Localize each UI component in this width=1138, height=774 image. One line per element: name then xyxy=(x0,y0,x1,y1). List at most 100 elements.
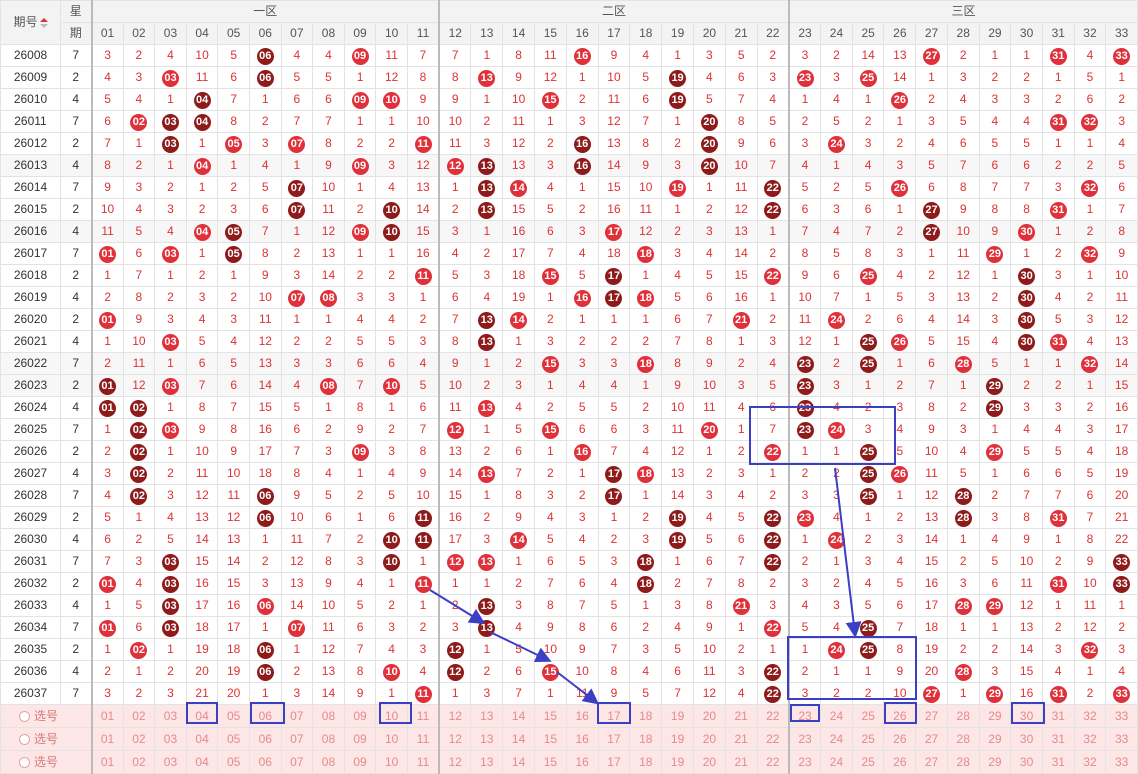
pick-number-04[interactable]: 04 xyxy=(185,750,219,774)
pick-number-06[interactable]: 06 xyxy=(248,704,282,728)
pick-number-31[interactable]: 31 xyxy=(1041,750,1075,774)
pick-number-12[interactable]: 12 xyxy=(438,704,472,728)
pick-number-17[interactable]: 17 xyxy=(597,704,631,728)
pick-number-17[interactable]: 17 xyxy=(597,727,631,751)
pick-number-07[interactable]: 07 xyxy=(280,704,314,728)
pick-number-29[interactable]: 29 xyxy=(978,704,1012,728)
pick-number-01[interactable]: 01 xyxy=(90,727,124,751)
pick-number-15[interactable]: 15 xyxy=(533,750,567,774)
pick-number-10[interactable]: 10 xyxy=(375,750,408,774)
pick-number-31[interactable]: 31 xyxy=(1041,704,1075,728)
pick-row-label[interactable]: 选号 xyxy=(0,750,92,774)
pick-number-19[interactable]: 19 xyxy=(661,750,694,774)
pick-row-label[interactable]: 选号 xyxy=(0,704,92,728)
pick-number-14[interactable]: 14 xyxy=(502,750,535,774)
pick-number-22[interactable]: 22 xyxy=(756,704,790,728)
pick-number-12[interactable]: 12 xyxy=(438,750,472,774)
pick-number-13[interactable]: 13 xyxy=(470,704,504,728)
pick-number-09[interactable]: 09 xyxy=(343,750,377,774)
pick-number-20[interactable]: 20 xyxy=(692,727,726,751)
pick-number-27[interactable]: 27 xyxy=(915,704,948,728)
pick-number-22[interactable]: 22 xyxy=(756,727,790,751)
pick-number-13[interactable]: 13 xyxy=(470,750,504,774)
pick-number-02[interactable]: 02 xyxy=(122,750,156,774)
pick-number-28[interactable]: 28 xyxy=(946,750,980,774)
pick-number-08[interactable]: 08 xyxy=(312,704,345,728)
pick-number-08[interactable]: 08 xyxy=(312,750,345,774)
radio-icon[interactable] xyxy=(19,756,30,768)
pick-number-30[interactable]: 30 xyxy=(1010,727,1043,751)
pick-number-13[interactable]: 13 xyxy=(470,727,504,751)
sort-icon[interactable] xyxy=(39,17,48,28)
pick-number-18[interactable]: 18 xyxy=(629,704,663,728)
pick-number-28[interactable]: 28 xyxy=(946,727,980,751)
pick-number-11[interactable]: 11 xyxy=(406,750,440,774)
pick-number-16[interactable]: 16 xyxy=(565,750,599,774)
pick-number-05[interactable]: 05 xyxy=(217,727,250,751)
pick-number-10[interactable]: 10 xyxy=(375,727,408,751)
pick-number-18[interactable]: 18 xyxy=(629,727,663,751)
pick-number-21[interactable]: 21 xyxy=(724,727,758,751)
pick-number-10[interactable]: 10 xyxy=(375,704,408,728)
pick-number-32[interactable]: 32 xyxy=(1073,704,1107,728)
pick-number-30[interactable]: 30 xyxy=(1010,704,1043,728)
pick-number-29[interactable]: 29 xyxy=(978,727,1012,751)
radio-icon[interactable] xyxy=(19,710,30,722)
pick-number-03[interactable]: 03 xyxy=(154,750,187,774)
pick-number-30[interactable]: 30 xyxy=(1010,750,1043,774)
pick-number-17[interactable]: 17 xyxy=(597,750,631,774)
pick-number-26[interactable]: 26 xyxy=(883,750,917,774)
pick-number-06[interactable]: 06 xyxy=(248,727,282,751)
pick-number-11[interactable]: 11 xyxy=(406,727,440,751)
pick-number-24[interactable]: 24 xyxy=(820,704,853,728)
pick-number-05[interactable]: 05 xyxy=(217,704,250,728)
pick-number-16[interactable]: 16 xyxy=(565,704,599,728)
pick-number-23[interactable]: 23 xyxy=(787,704,822,728)
pick-number-14[interactable]: 14 xyxy=(502,727,535,751)
pick-number-28[interactable]: 28 xyxy=(946,704,980,728)
pick-number-01[interactable]: 01 xyxy=(90,704,124,728)
pick-number-18[interactable]: 18 xyxy=(629,750,663,774)
pick-number-25[interactable]: 25 xyxy=(851,704,885,728)
pick-number-09[interactable]: 09 xyxy=(343,727,377,751)
pick-number-02[interactable]: 02 xyxy=(122,727,156,751)
pick-number-24[interactable]: 24 xyxy=(820,750,853,774)
pick-number-21[interactable]: 21 xyxy=(724,704,758,728)
pick-number-25[interactable]: 25 xyxy=(851,727,885,751)
pick-number-16[interactable]: 16 xyxy=(565,727,599,751)
pick-number-07[interactable]: 07 xyxy=(280,727,314,751)
pick-number-19[interactable]: 19 xyxy=(661,727,694,751)
pick-number-29[interactable]: 29 xyxy=(978,750,1012,774)
pick-number-32[interactable]: 32 xyxy=(1073,727,1107,751)
pick-number-08[interactable]: 08 xyxy=(312,727,345,751)
pick-number-24[interactable]: 24 xyxy=(820,727,853,751)
pick-number-06[interactable]: 06 xyxy=(248,750,282,774)
pick-number-20[interactable]: 20 xyxy=(692,704,726,728)
pick-number-20[interactable]: 20 xyxy=(692,750,726,774)
pick-number-26[interactable]: 26 xyxy=(883,727,917,751)
radio-icon[interactable] xyxy=(19,733,30,745)
pick-number-05[interactable]: 05 xyxy=(217,750,250,774)
pick-number-33[interactable]: 33 xyxy=(1105,727,1138,751)
pick-row-label[interactable]: 选号 xyxy=(0,727,92,751)
pick-number-32[interactable]: 32 xyxy=(1073,750,1107,774)
pick-number-09[interactable]: 09 xyxy=(343,704,377,728)
pick-number-23[interactable]: 23 xyxy=(787,727,822,751)
pick-number-21[interactable]: 21 xyxy=(724,750,758,774)
pick-number-15[interactable]: 15 xyxy=(533,704,567,728)
pick-number-33[interactable]: 33 xyxy=(1105,750,1138,774)
pick-number-25[interactable]: 25 xyxy=(851,750,885,774)
pick-number-01[interactable]: 01 xyxy=(90,750,124,774)
pick-number-04[interactable]: 04 xyxy=(185,727,219,751)
pick-number-02[interactable]: 02 xyxy=(122,704,156,728)
pick-number-27[interactable]: 27 xyxy=(915,750,948,774)
issue-header[interactable]: 期号 xyxy=(0,0,61,45)
pick-number-15[interactable]: 15 xyxy=(533,727,567,751)
pick-number-11[interactable]: 11 xyxy=(406,704,440,728)
pick-number-19[interactable]: 19 xyxy=(661,704,694,728)
pick-number-03[interactable]: 03 xyxy=(154,704,187,728)
pick-number-31[interactable]: 31 xyxy=(1041,727,1075,751)
pick-number-23[interactable]: 23 xyxy=(787,750,822,774)
pick-number-03[interactable]: 03 xyxy=(154,727,187,751)
pick-number-07[interactable]: 07 xyxy=(280,750,314,774)
